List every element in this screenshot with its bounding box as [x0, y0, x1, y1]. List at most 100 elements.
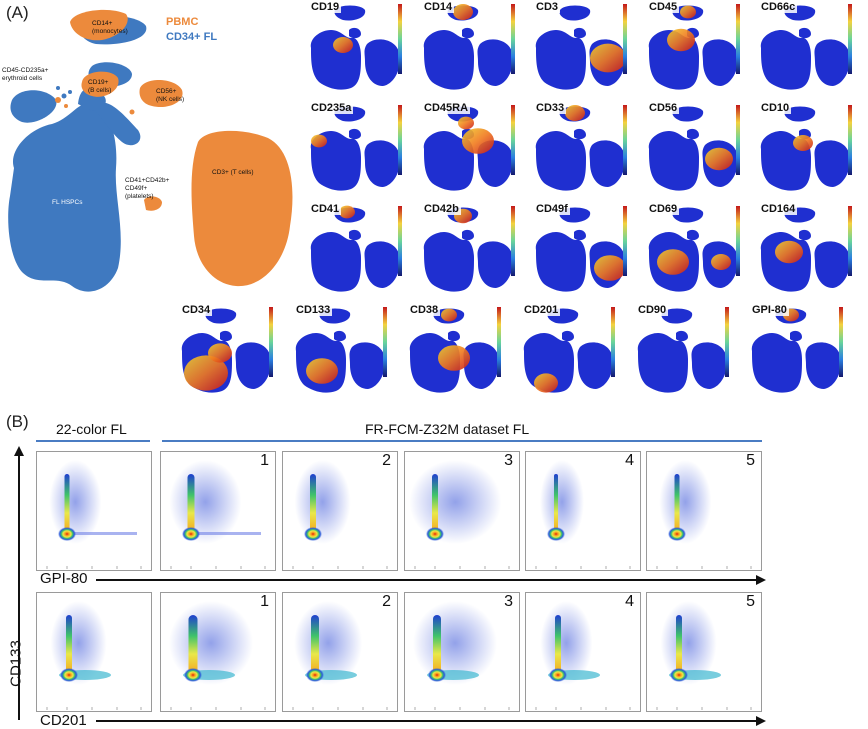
axis-ticks	[46, 566, 142, 569]
umap-island-3	[562, 330, 574, 342]
dataset-number: 4	[625, 593, 634, 610]
umap-island-3	[349, 128, 361, 140]
umap-island-2	[702, 39, 739, 86]
umap-island-3	[349, 229, 361, 241]
x-axis-line-row1	[96, 579, 760, 581]
feature-plot-label: CD45	[647, 1, 680, 13]
label-erythroid-1: CD45-CD235a+	[2, 67, 49, 74]
umap-island-2	[477, 39, 514, 86]
flow-plot-row1-1: 1	[160, 451, 276, 571]
axis-ticks	[656, 566, 752, 569]
feature-plot-cd49f: CD49f	[530, 202, 630, 295]
density-plot	[46, 601, 142, 710]
umap-island-1	[784, 106, 816, 122]
feature-plot-label: CD34	[180, 304, 213, 316]
expression-hotspot-0	[306, 358, 338, 384]
fl-clusters	[8, 15, 147, 292]
density-core	[428, 668, 446, 682]
expression-hotspot-0	[667, 28, 695, 52]
feature-plot-cd10: CD10	[755, 101, 855, 194]
umap-island-2	[364, 241, 401, 288]
umap-island-1	[205, 308, 237, 324]
bcell-cluster	[81, 71, 119, 97]
dataset-number: 3	[504, 593, 513, 610]
event-haze	[660, 601, 717, 685]
density-stem	[432, 474, 438, 534]
colorbar	[511, 105, 515, 175]
umap-island-2	[589, 140, 626, 187]
density-core	[306, 668, 324, 682]
y-axis-arrow	[14, 446, 24, 456]
umap-island-3	[687, 128, 699, 140]
feature-umap	[535, 206, 627, 292]
umap-island-0	[760, 30, 811, 90]
expression-hotspot-0	[705, 147, 733, 171]
feature-plot-cd133: CD133	[290, 303, 390, 396]
density-stem	[310, 474, 316, 534]
label-bcells-1: CD19+	[88, 79, 109, 86]
feature-plot-label: CD235a	[309, 102, 354, 114]
density-stem	[554, 474, 558, 534]
colorbar	[383, 307, 387, 377]
feature-plot-label: CD90	[636, 304, 669, 316]
axis-ticks	[656, 707, 752, 710]
density-stem	[188, 615, 198, 675]
feature-plot-cd33: CD33	[530, 101, 630, 194]
y-axis-label: CD133	[7, 640, 25, 687]
expression-hotspot-0	[453, 4, 473, 20]
colorbar	[398, 105, 402, 175]
feature-umap	[310, 105, 402, 191]
monocyte-cluster	[70, 9, 128, 41]
fl-erythroid-cluster	[10, 90, 57, 123]
label-nk-1: CD56+	[156, 88, 177, 95]
feature-plot-cd3: CD3	[530, 0, 630, 93]
density-plot	[535, 601, 631, 710]
feature-plot-cd201: CD201	[518, 303, 618, 396]
event-haze	[169, 460, 242, 544]
flow-plot-row2-ref	[36, 592, 152, 712]
feature-plot-cd235a: CD235a	[305, 101, 405, 194]
density-plot	[656, 460, 752, 569]
feature-plot-label: CD66c	[759, 1, 798, 13]
umap-island-0	[423, 232, 474, 292]
colorbar	[269, 307, 273, 377]
density-plot	[535, 460, 631, 569]
expression-hotspot-1	[711, 254, 731, 270]
feature-plot-label: CD164	[759, 203, 798, 215]
feature-plot-label: CD56	[647, 102, 680, 114]
expression-hotspot-1	[458, 116, 474, 130]
feature-umap	[523, 307, 615, 393]
dataset-number: 2	[382, 452, 391, 469]
umap-island-1	[661, 308, 693, 324]
feature-plot-label: CD201	[522, 304, 561, 316]
colorbar	[611, 307, 615, 377]
event-haze	[659, 460, 712, 544]
axis-ticks	[170, 566, 266, 569]
flow-plot-row1-3: 3	[404, 451, 520, 571]
umap-island-3	[676, 330, 688, 342]
density-stem	[64, 474, 70, 534]
dataset-number: 4	[625, 452, 634, 469]
feature-plot-label: CD69	[647, 203, 680, 215]
x-axis-label-row2: CD201	[40, 712, 87, 729]
umap-island-3	[799, 27, 811, 39]
colorbar	[623, 105, 627, 175]
feature-plot-label: GPI-80	[750, 304, 789, 316]
dataset-number: 1	[260, 593, 269, 610]
fl-hspc-cluster	[8, 102, 121, 292]
density-core	[58, 527, 76, 541]
colorbar	[848, 105, 852, 175]
umap-island-2	[805, 342, 842, 389]
feature-umap	[760, 105, 852, 191]
colorbar	[398, 4, 402, 74]
feature-plot-label: CD41	[309, 203, 342, 215]
feature-plot-label: CD45RA	[422, 102, 471, 114]
flow-plot-row1-ref	[36, 451, 152, 571]
feature-umap	[181, 307, 273, 393]
colorbar	[848, 4, 852, 74]
feature-umap	[648, 206, 740, 292]
feature-plot-label: CD38	[408, 304, 441, 316]
colorbar	[736, 105, 740, 175]
umap-island-0	[423, 30, 474, 90]
expression-hotspot-0	[184, 355, 228, 391]
